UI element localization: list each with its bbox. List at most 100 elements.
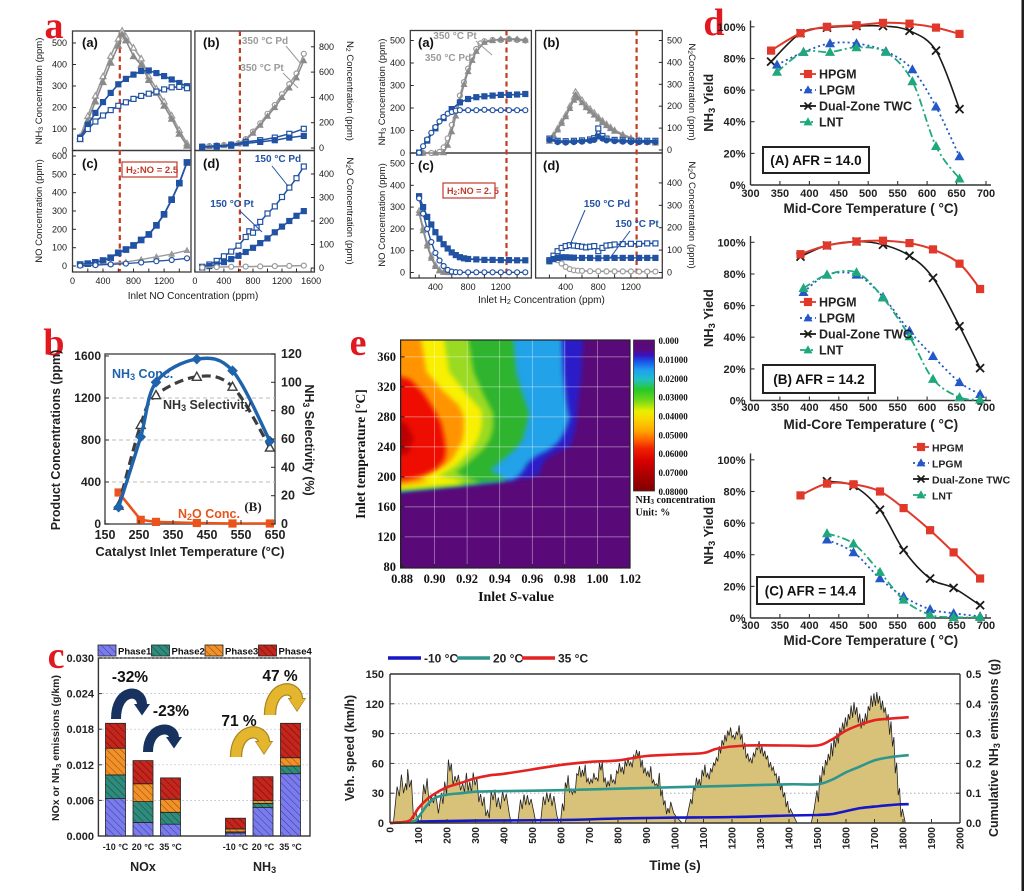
svg-text:40%: 40% bbox=[723, 332, 745, 344]
svg-text:600: 600 bbox=[52, 151, 67, 161]
svg-text:0.018: 0.018 bbox=[66, 724, 94, 736]
svg-text:120: 120 bbox=[366, 699, 384, 711]
svg-text:150 °C Pd: 150 °C Pd bbox=[255, 154, 301, 165]
svg-text:120: 120 bbox=[377, 530, 396, 544]
svg-text:1600: 1600 bbox=[842, 827, 853, 850]
svg-text:0.90: 0.90 bbox=[424, 572, 446, 586]
svg-text:160: 160 bbox=[377, 500, 396, 514]
svg-text:(B) AFR = 14.2: (B) AFR = 14.2 bbox=[773, 372, 864, 387]
svg-text:Inlet S-value: Inlet S-value bbox=[478, 590, 554, 605]
svg-text:N2O Concentration (ppm): N2O Concentration (ppm) bbox=[344, 157, 355, 264]
svg-text:500: 500 bbox=[390, 36, 405, 46]
svg-text:400: 400 bbox=[52, 188, 67, 198]
svg-text:300: 300 bbox=[667, 79, 682, 89]
svg-text:1500: 1500 bbox=[813, 827, 824, 850]
svg-text:0.2: 0.2 bbox=[966, 758, 981, 770]
svg-text:100: 100 bbox=[52, 124, 67, 134]
svg-text:1.00: 1.00 bbox=[586, 572, 608, 586]
svg-text:0: 0 bbox=[378, 818, 384, 830]
svg-text:0: 0 bbox=[62, 261, 67, 271]
svg-text:LPGM: LPGM bbox=[819, 84, 855, 98]
svg-text:240: 240 bbox=[377, 440, 396, 454]
svg-text:300: 300 bbox=[471, 827, 482, 844]
svg-text:LPGM: LPGM bbox=[932, 459, 963, 471]
svg-text:N2O Concentration (ppm): N2O Concentration (ppm) bbox=[686, 161, 697, 268]
svg-text:71 %: 71 % bbox=[221, 713, 257, 730]
svg-text:c: c bbox=[48, 635, 65, 677]
svg-text:20 °C: 20 °C bbox=[132, 842, 155, 852]
svg-text:150 °C Pt: 150 °C Pt bbox=[615, 219, 659, 230]
svg-text:500: 500 bbox=[390, 159, 405, 169]
svg-text:20%: 20% bbox=[723, 148, 745, 160]
svg-text:100: 100 bbox=[390, 246, 405, 256]
svg-text:400: 400 bbox=[428, 282, 443, 292]
svg-text:0.05000: 0.05000 bbox=[659, 430, 689, 440]
svg-text:Phase3: Phase3 bbox=[225, 647, 258, 658]
svg-text:Phase2: Phase2 bbox=[172, 647, 205, 658]
svg-text:HPGM: HPGM bbox=[819, 296, 857, 310]
svg-text:350: 350 bbox=[771, 620, 789, 632]
svg-text:0: 0 bbox=[192, 276, 197, 286]
svg-text:0: 0 bbox=[667, 268, 672, 278]
svg-text:400: 400 bbox=[95, 276, 110, 286]
svg-text:H2:NO = 2.5: H2:NO = 2.5 bbox=[126, 165, 179, 176]
svg-text:0.006: 0.006 bbox=[66, 795, 94, 807]
svg-text:0.024: 0.024 bbox=[66, 689, 94, 701]
svg-text:80%: 80% bbox=[723, 54, 745, 66]
svg-text:Dual-Zone TWC: Dual-Zone TWC bbox=[819, 328, 912, 342]
svg-text:47 %: 47 % bbox=[262, 668, 298, 685]
svg-text:450: 450 bbox=[830, 620, 848, 632]
svg-text:20 °C: 20 °C bbox=[252, 842, 275, 852]
svg-text:200: 200 bbox=[319, 118, 334, 128]
svg-text:Mid-Core Temperature ( °C): Mid-Core Temperature ( °C) bbox=[783, 417, 958, 432]
svg-text:500: 500 bbox=[859, 620, 877, 632]
svg-text:450: 450 bbox=[197, 528, 218, 542]
svg-text:700: 700 bbox=[585, 827, 596, 844]
svg-text:1200: 1200 bbox=[728, 827, 739, 850]
svg-text:0.000: 0.000 bbox=[659, 336, 680, 346]
svg-text:300: 300 bbox=[390, 202, 405, 212]
svg-text:0.030: 0.030 bbox=[66, 653, 94, 665]
svg-text:NH3 concentration: NH3 concentration bbox=[636, 495, 716, 506]
svg-text:0.07000: 0.07000 bbox=[659, 468, 689, 478]
svg-text:500: 500 bbox=[52, 38, 67, 48]
svg-text:NH3 Selectivity (%): NH3 Selectivity (%) bbox=[301, 384, 316, 495]
svg-text:0.02000: 0.02000 bbox=[659, 374, 689, 384]
svg-text:N2O Conc.: N2O Conc. bbox=[178, 507, 240, 522]
svg-text:200: 200 bbox=[443, 827, 454, 844]
svg-text:0: 0 bbox=[62, 146, 67, 156]
svg-text:350: 350 bbox=[771, 402, 789, 414]
svg-text:0.01000: 0.01000 bbox=[659, 355, 689, 365]
svg-text:450: 450 bbox=[830, 402, 848, 414]
svg-text:(a): (a) bbox=[418, 35, 434, 50]
svg-text:NH3 Concentration (ppm): NH3 Concentration (ppm) bbox=[34, 38, 45, 145]
svg-text:1200: 1200 bbox=[272, 276, 292, 286]
svg-text:Mid-Core Temperature ( °C): Mid-Core Temperature ( °C) bbox=[783, 201, 958, 216]
svg-text:60%: 60% bbox=[723, 85, 745, 97]
svg-text:100: 100 bbox=[319, 240, 334, 250]
svg-text:80%: 80% bbox=[723, 487, 745, 499]
svg-text:0.3: 0.3 bbox=[966, 729, 981, 741]
svg-text:0.94: 0.94 bbox=[489, 572, 512, 586]
svg-text:100: 100 bbox=[414, 827, 425, 844]
svg-text:Mid-Core Temperature ( °C): Mid-Core Temperature ( °C) bbox=[783, 633, 958, 648]
svg-text:200: 200 bbox=[390, 224, 405, 234]
svg-text:(A) AFR = 14.0: (A) AFR = 14.0 bbox=[770, 153, 861, 168]
svg-text:0.04000: 0.04000 bbox=[659, 412, 689, 422]
svg-text:150: 150 bbox=[366, 669, 384, 681]
svg-text:LNT: LNT bbox=[819, 116, 844, 130]
svg-text:NO Concentration (ppm): NO Concentration (ppm) bbox=[34, 159, 45, 262]
svg-text:200: 200 bbox=[667, 101, 682, 111]
svg-text:Time (s): Time (s) bbox=[649, 858, 701, 873]
svg-text:700: 700 bbox=[977, 188, 995, 200]
svg-text:Cumulative NH3 emissions (g): Cumulative NH3 emissions (g) bbox=[987, 659, 1002, 837]
svg-text:400: 400 bbox=[390, 180, 405, 190]
svg-text:1200: 1200 bbox=[74, 391, 101, 405]
svg-text:350 °C Pt: 350 °C Pt bbox=[240, 63, 284, 74]
svg-text:1900: 1900 bbox=[927, 827, 938, 850]
svg-text:800: 800 bbox=[614, 827, 625, 844]
svg-text:400: 400 bbox=[390, 58, 405, 68]
svg-text:60: 60 bbox=[281, 432, 295, 446]
svg-text:1200: 1200 bbox=[154, 276, 174, 286]
svg-text:300: 300 bbox=[667, 200, 682, 210]
